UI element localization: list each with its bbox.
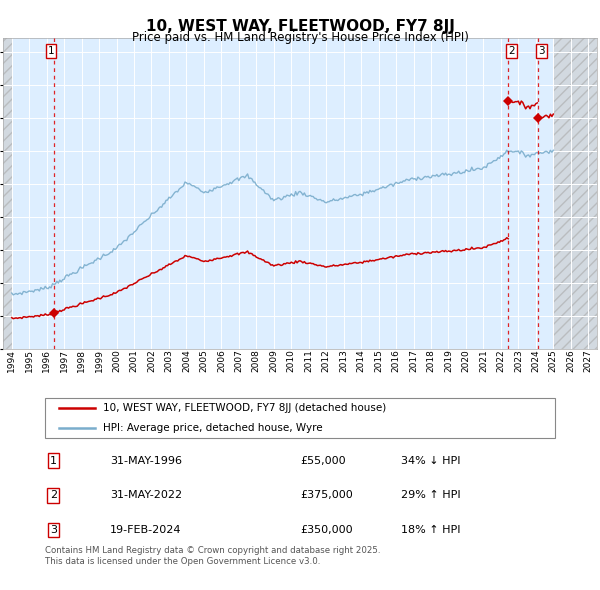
- Text: 2011: 2011: [304, 349, 313, 372]
- Text: 2014: 2014: [356, 349, 365, 372]
- Text: 1: 1: [50, 455, 57, 466]
- Text: HPI: Average price, detached house, Wyre: HPI: Average price, detached house, Wyre: [103, 423, 322, 433]
- Bar: [553, 38, 597, 349]
- Text: 2015: 2015: [374, 349, 383, 372]
- Text: 2001: 2001: [130, 349, 139, 372]
- Text: 2010: 2010: [287, 349, 296, 372]
- Text: 2027: 2027: [584, 349, 593, 372]
- Text: Contains HM Land Registry data © Crown copyright and database right 2025.
This d: Contains HM Land Registry data © Crown c…: [44, 546, 380, 566]
- Text: 2019: 2019: [444, 349, 453, 372]
- Text: 2008: 2008: [252, 349, 261, 372]
- Text: 1997: 1997: [59, 349, 68, 372]
- Text: 2013: 2013: [339, 349, 348, 372]
- Text: 2003: 2003: [164, 349, 173, 372]
- Text: 2: 2: [508, 46, 515, 56]
- Text: 1995: 1995: [25, 349, 34, 372]
- Text: 31-MAY-2022: 31-MAY-2022: [110, 490, 182, 500]
- Text: 2007: 2007: [235, 349, 244, 372]
- Text: 3: 3: [50, 525, 57, 535]
- Text: 3: 3: [538, 46, 545, 56]
- Text: 2017: 2017: [409, 349, 418, 372]
- Text: 2026: 2026: [566, 349, 575, 372]
- Text: Price paid vs. HM Land Registry's House Price Index (HPI): Price paid vs. HM Land Registry's House …: [131, 31, 469, 44]
- Text: 1994: 1994: [7, 349, 16, 372]
- Text: 1998: 1998: [77, 349, 86, 372]
- Text: 1999: 1999: [95, 349, 104, 372]
- Text: 2: 2: [50, 490, 57, 500]
- Text: 2016: 2016: [392, 349, 401, 372]
- Text: 2002: 2002: [147, 349, 156, 372]
- Text: £55,000: £55,000: [300, 455, 346, 466]
- Text: 1996: 1996: [42, 349, 51, 372]
- Text: 19-FEB-2024: 19-FEB-2024: [110, 525, 181, 535]
- Text: 1: 1: [47, 46, 54, 56]
- Text: 2022: 2022: [496, 349, 505, 372]
- Text: 10, WEST WAY, FLEETWOOD, FY7 8JJ: 10, WEST WAY, FLEETWOOD, FY7 8JJ: [146, 19, 454, 34]
- Text: 2021: 2021: [479, 349, 488, 372]
- Text: 2009: 2009: [269, 349, 278, 372]
- Text: 2005: 2005: [199, 349, 208, 372]
- Text: £350,000: £350,000: [300, 525, 353, 535]
- Text: 34% ↓ HPI: 34% ↓ HPI: [401, 455, 460, 466]
- FancyBboxPatch shape: [44, 398, 556, 438]
- Bar: [3, 38, 12, 349]
- Text: 2000: 2000: [112, 349, 121, 372]
- Text: 2025: 2025: [549, 349, 558, 372]
- Text: 2018: 2018: [427, 349, 436, 372]
- Text: 2012: 2012: [322, 349, 331, 372]
- Text: 2004: 2004: [182, 349, 191, 372]
- Text: 2006: 2006: [217, 349, 226, 372]
- Text: 2020: 2020: [461, 349, 470, 372]
- Text: 29% ↑ HPI: 29% ↑ HPI: [401, 490, 461, 500]
- Text: £375,000: £375,000: [300, 490, 353, 500]
- Text: 2023: 2023: [514, 349, 523, 372]
- Text: 18% ↑ HPI: 18% ↑ HPI: [401, 525, 460, 535]
- Text: 10, WEST WAY, FLEETWOOD, FY7 8JJ (detached house): 10, WEST WAY, FLEETWOOD, FY7 8JJ (detach…: [103, 404, 386, 413]
- Text: 2024: 2024: [532, 349, 541, 372]
- Text: 31-MAY-1996: 31-MAY-1996: [110, 455, 182, 466]
